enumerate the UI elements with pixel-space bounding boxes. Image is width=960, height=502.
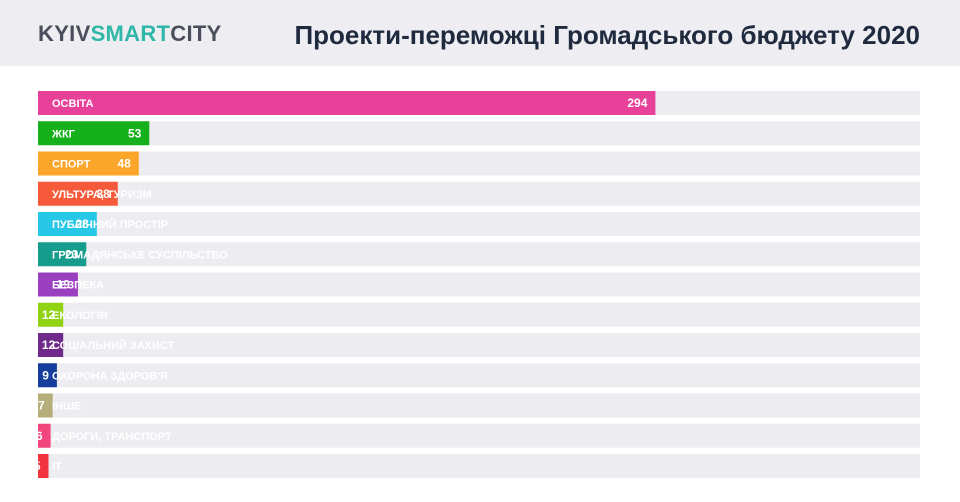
- bar-value-label: 5: [34, 459, 41, 473]
- bar-value-label: 23: [65, 247, 79, 261]
- bar: [38, 454, 49, 478]
- bar: [38, 302, 64, 327]
- bar-category-label: СПОРТ: [52, 159, 91, 171]
- bar-category-label: ДОРОГИ, ТРАНСПОРТ: [52, 431, 172, 443]
- bar: [38, 242, 87, 267]
- logo: KYIVSMARTCITY: [38, 20, 222, 48]
- bar-category-label: ГРОМАДЯНСЬКЕ СУСПІЛЬСТВО: [52, 249, 228, 261]
- bar: [38, 333, 64, 357]
- bar: [38, 181, 118, 206]
- bar-value-label: 38: [96, 187, 110, 201]
- bar-value-label: 28: [75, 217, 89, 231]
- bar-category-label: ПУБЛІЧНИЙ ПРОСТІР: [52, 218, 168, 231]
- bar: [38, 212, 97, 236]
- bar-track: [38, 333, 920, 357]
- bar-category-label: СОЦІАЛЬНИЙ ЗАХИСТ: [52, 339, 175, 352]
- bar-track: [38, 242, 920, 267]
- bar-value-label: 6: [36, 429, 43, 443]
- logo-part-city: CITY: [170, 21, 222, 46]
- bar: [38, 423, 51, 448]
- bar-value-label: 7: [38, 399, 45, 413]
- bar-track: [38, 181, 920, 206]
- bar-track: [38, 121, 920, 146]
- bar-track: [38, 423, 920, 448]
- bar: [38, 363, 57, 388]
- bar: [38, 121, 150, 146]
- bar-category-label: БЕЗПЕКА: [52, 280, 104, 292]
- bar: [38, 151, 139, 176]
- bar-value-label: 294: [627, 96, 647, 110]
- header-bar: KYIVSMARTCITY Проекти-переможці Громадсь…: [0, 0, 960, 66]
- bar-track: [38, 363, 920, 388]
- chart-title: Проекти-переможці Громадського бюджету 2…: [294, 20, 920, 50]
- bar-track: [38, 272, 920, 297]
- bar-track: [38, 151, 920, 176]
- bar-value-label: 12: [42, 338, 56, 352]
- bar-track: [38, 302, 920, 327]
- bar-value-label: 19: [57, 278, 71, 292]
- bar-track: [38, 212, 920, 236]
- bar-value-label: 53: [128, 126, 142, 140]
- bar: [38, 91, 656, 115]
- bar-track: [38, 454, 920, 478]
- bar-value-label: 9: [42, 368, 49, 382]
- bar-category-label: ОХОРОНА ЗДОРОВ'Я: [52, 370, 168, 382]
- bar-track: [38, 393, 920, 418]
- bar: [38, 393, 53, 418]
- logo-part-smart: SMART: [90, 21, 171, 46]
- bar-category-label: УЛЬТУРА, ТУРИЗМ: [52, 189, 152, 201]
- logo-part-kyiv: KYIV: [38, 21, 91, 46]
- bar-category-label: ЕКОЛОГІЯ: [52, 310, 108, 322]
- bar-category-label: ОСВІТА: [52, 98, 94, 110]
- bar-category-label: ІНШЕ: [52, 401, 81, 413]
- bar-category-label: ЖКГ: [51, 128, 76, 140]
- bar-category-label: IT: [52, 461, 62, 473]
- bar: [38, 272, 78, 297]
- bar-value-label: 48: [117, 157, 131, 171]
- bar-value-label: 12: [42, 308, 56, 322]
